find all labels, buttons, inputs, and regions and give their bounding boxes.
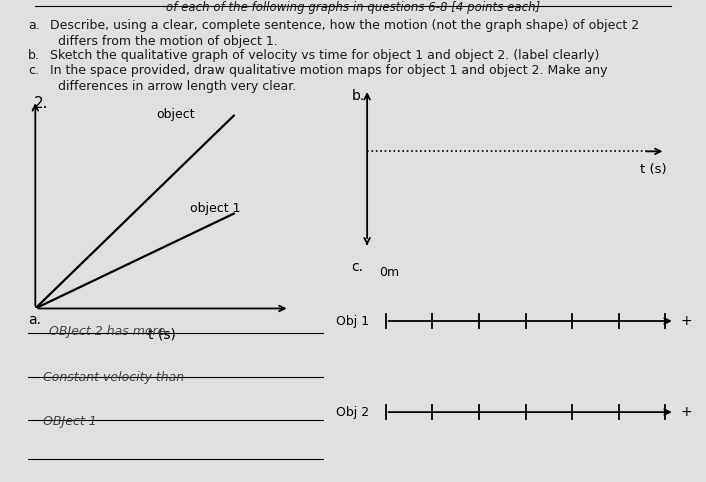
Text: OBJect 1: OBJect 1 xyxy=(44,415,97,428)
Text: Describe, using a clear, complete sentence, how the motion (not the graph shape): Describe, using a clear, complete senten… xyxy=(42,19,640,32)
Text: Obj 1: Obj 1 xyxy=(336,315,369,327)
Text: Obj 2: Obj 2 xyxy=(336,406,369,418)
Text: a.: a. xyxy=(28,313,41,327)
Text: a.: a. xyxy=(28,19,40,32)
Text: differences in arrow length very clear.: differences in arrow length very clear. xyxy=(42,80,297,93)
Text: b.: b. xyxy=(352,89,365,103)
Text: 2.: 2. xyxy=(34,96,49,111)
Text: Sketch the qualitative graph of velocity vs time for object 1 and object 2. (lab: Sketch the qualitative graph of velocity… xyxy=(42,49,599,62)
Text: object 1: object 1 xyxy=(190,202,241,214)
Text: differs from the motion of object 1.: differs from the motion of object 1. xyxy=(42,35,278,48)
Text: Constant velocity than: Constant velocity than xyxy=(44,371,184,384)
Text: of each of the following graphs in questions 6-8 [4 points each]: of each of the following graphs in quest… xyxy=(166,1,540,14)
Text: c.: c. xyxy=(352,260,364,274)
Text: b.: b. xyxy=(28,49,40,62)
Text: t (s): t (s) xyxy=(148,328,176,342)
Text: OBJect 2 has more: OBJect 2 has more xyxy=(49,325,166,338)
Text: t (s): t (s) xyxy=(640,163,666,176)
Text: object: object xyxy=(156,108,195,121)
Text: +: + xyxy=(681,314,693,328)
Text: c.: c. xyxy=(28,64,40,77)
Text: 0m: 0m xyxy=(380,267,400,280)
Text: In the space provided, draw qualitative motion maps for object 1 and object 2. M: In the space provided, draw qualitative … xyxy=(42,64,608,77)
Text: +: + xyxy=(681,405,693,419)
